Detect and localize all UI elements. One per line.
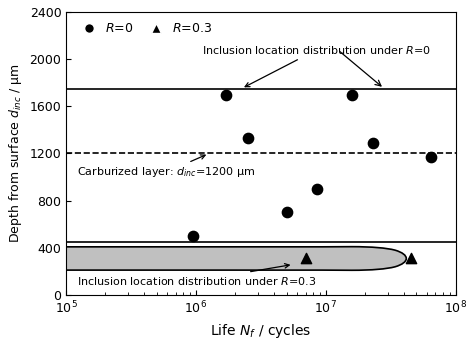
Text: Carburized layer: $d_{inc}$=1200 μm: Carburized layer: $d_{inc}$=1200 μm (77, 155, 255, 179)
Point (407, 256, 414, 261)
X-axis label: Life $N_f$ / cycles: Life $N_f$ / cycles (210, 322, 311, 340)
Point (302, 256, 310, 261)
Point (189, 233, 197, 239)
Point (283, 210, 291, 215)
Point (428, 154, 435, 160)
Point (348, 92, 356, 97)
Point (313, 186, 320, 192)
Point (222, 92, 230, 97)
Legend: $R$=0, $R$=0.3: $R$=0, $R$=0.3 (73, 18, 216, 39)
Text: Inclusion location distribution under $R$=0.3: Inclusion location distribution under $R… (77, 264, 316, 287)
Ellipse shape (0, 247, 406, 270)
Point (369, 140, 376, 146)
Text: Inclusion location distribution under $R$=0: Inclusion location distribution under $R… (202, 44, 431, 87)
Point (244, 135, 251, 141)
Y-axis label: Depth from surface $d_{inc}$ / μm: Depth from surface $d_{inc}$ / μm (7, 64, 24, 243)
